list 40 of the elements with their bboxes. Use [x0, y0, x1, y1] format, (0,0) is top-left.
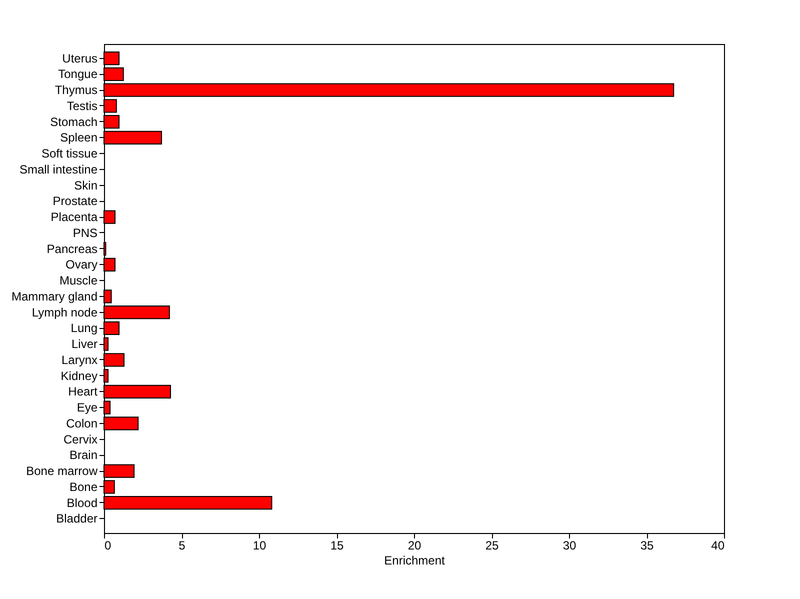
- y-tick-label: Tongue: [58, 67, 98, 82]
- y-tick-label: Muscle: [59, 274, 98, 288]
- y-tick-label: Liver: [71, 337, 98, 352]
- y-tick-label: Soft tissue: [41, 146, 98, 161]
- x-tick-label: 15: [330, 538, 344, 552]
- y-tick-label: Kidney: [60, 368, 98, 383]
- x-tick-label: 0: [104, 538, 112, 552]
- y-tick-label: Uterus: [62, 51, 98, 66]
- y-tick-label: Lung: [70, 321, 98, 336]
- y-tick-label: Ovary: [65, 258, 98, 272]
- y-tick-label: Brain: [69, 448, 98, 462]
- x-tick-label: 25: [485, 538, 499, 552]
- y-tick-label: Stomach: [50, 114, 98, 129]
- x-axis-title: Enrichment: [384, 554, 446, 568]
- y-tick-label: Blood: [66, 496, 98, 510]
- x-tick-label: 30: [562, 538, 576, 552]
- x-tick-label: 20: [408, 538, 422, 552]
- y-tick-label: Colon: [66, 416, 98, 430]
- y-tick-label: Pancreas: [46, 242, 98, 256]
- y-tick-label: Bone marrow: [26, 464, 98, 478]
- y-tick-label: Thymus: [54, 83, 98, 98]
- y-tick-label: Spleen: [60, 130, 98, 145]
- y-tick-label: Bladder: [56, 512, 98, 526]
- y-tick-label: Cervix: [63, 432, 98, 446]
- y-tick-label: Placenta: [50, 210, 98, 224]
- y-tick-label: Bone: [69, 480, 98, 494]
- y-tick-label: Eye: [76, 400, 98, 415]
- y-tick-label: Heart: [68, 384, 98, 399]
- x-tick-label: 35: [640, 538, 654, 552]
- y-tick-label: Mammary gland: [11, 289, 98, 304]
- x-tick-label: 5: [178, 538, 186, 552]
- y-tick-label: PNS: [72, 226, 98, 240]
- y-tick-label: Small intestine: [19, 162, 98, 176]
- y-tick-label: Larynx: [61, 352, 98, 367]
- y-tick-label: Skin: [74, 178, 98, 192]
- y-tick-label: Testis: [66, 98, 98, 113]
- y-tick-label: Prostate: [52, 194, 98, 208]
- x-tick-label: 10: [252, 538, 266, 552]
- x-tick-label: 40: [711, 538, 725, 552]
- y-tick-label: Lymph node: [32, 305, 98, 320]
